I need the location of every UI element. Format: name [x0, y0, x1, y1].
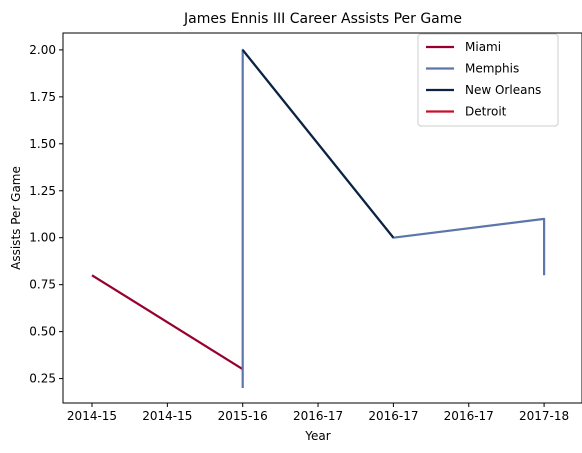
- y-tick-label: 1.00: [29, 231, 56, 245]
- y-tick-label: 2.00: [29, 43, 56, 57]
- y-tick-label: 0.50: [29, 325, 56, 339]
- series-line-2: [241, 49, 395, 239]
- x-tick-label: 2016-17: [444, 409, 494, 423]
- x-tick-label: 2015-16: [218, 409, 268, 423]
- legend-label: Memphis: [465, 62, 519, 76]
- y-tick-label: 0.75: [29, 278, 56, 292]
- series-line-0: [91, 274, 244, 371]
- x-tick-label: 2014-15: [142, 409, 192, 423]
- legend-label: New Orleans: [465, 83, 541, 97]
- y-tick-label: 1.75: [29, 90, 56, 104]
- x-tick-label: 2016-17: [293, 409, 343, 423]
- x-axis-label: Year: [304, 429, 330, 443]
- plot-area: [91, 48, 546, 388]
- y-tick-label: 1.25: [29, 184, 56, 198]
- legend-frame: [417, 33, 559, 127]
- x-tick-label: 2016-17: [368, 409, 418, 423]
- x-tick-label: 2017-18: [519, 409, 569, 423]
- x-tick-label: 2014-15: [67, 409, 117, 423]
- legend: Miami Memphis New Orleans Detroit: [417, 33, 559, 127]
- y-axis-label: Assists Per Game: [9, 166, 23, 270]
- plot-frame: [62, 32, 582, 404]
- y-tick-label: 0.25: [29, 372, 56, 386]
- chart-title: James Ennis III Career Assists Per Game: [183, 11, 462, 27]
- legend-label: Detroit: [465, 105, 507, 119]
- x-axis: 2014-15 2014-15 2015-16 2016-17 2016-17 2016-…: [67, 403, 569, 423]
- y-axis: 0.25 0.50 0.75 1.00 1.25 1.50 1.75 2.00: [29, 43, 63, 386]
- y-tick-label: 1.50: [29, 137, 56, 151]
- legend-label: Miami: [465, 40, 501, 54]
